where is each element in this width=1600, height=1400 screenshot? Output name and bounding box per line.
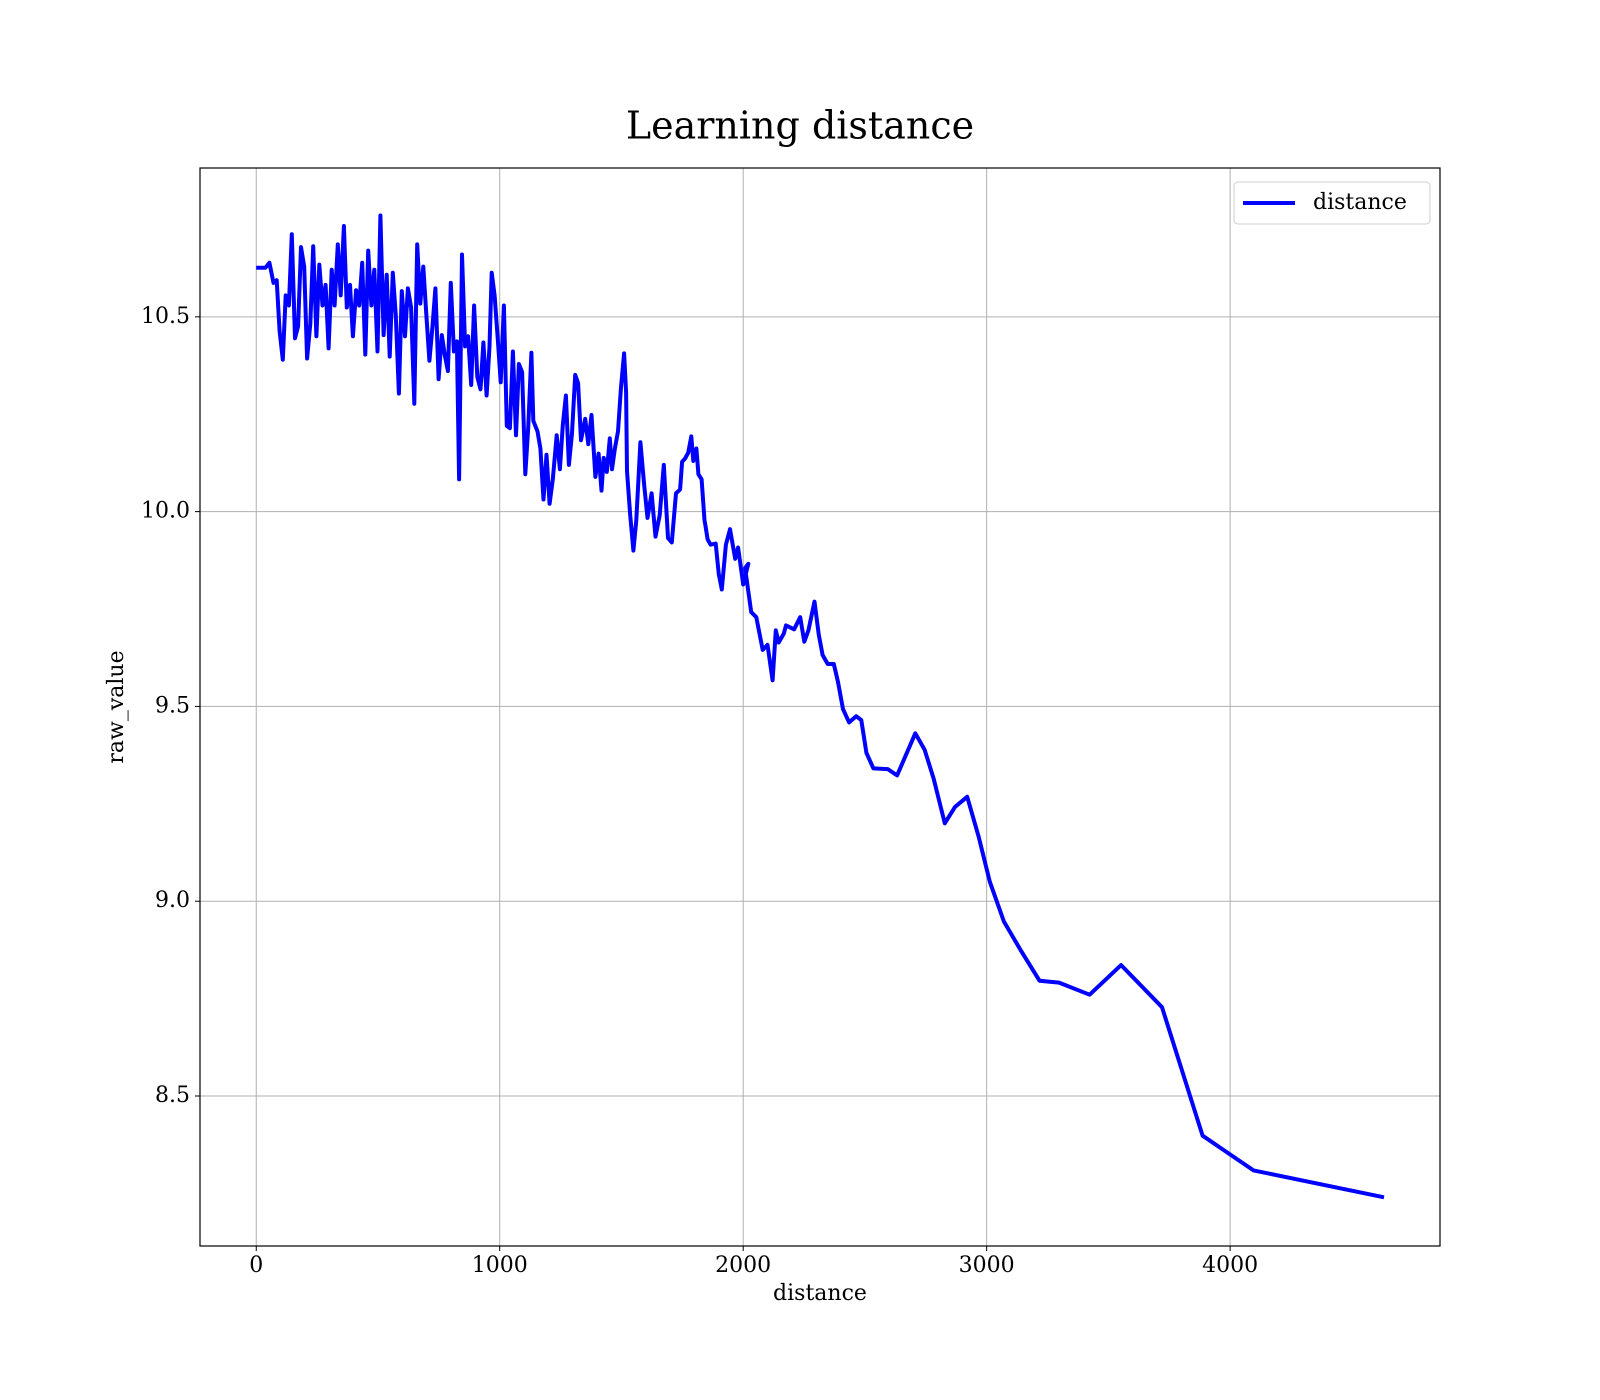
legend-label: distance	[1313, 190, 1407, 215]
x-tick-label: 3000	[959, 1253, 1015, 1278]
x-tick-label: 2000	[715, 1253, 771, 1278]
x-tick-label: 0	[249, 1253, 263, 1278]
y-axis-label: raw_value	[104, 650, 129, 763]
x-tick-label: 4000	[1202, 1253, 1258, 1278]
x-tick-label: 1000	[472, 1253, 528, 1278]
y-tick-label: 9.0	[155, 888, 190, 913]
legend-box	[1233, 181, 1431, 225]
y-tick-label: 9.5	[155, 693, 190, 718]
y-tick-label: 10.5	[141, 304, 190, 329]
y-tick-label: 8.5	[155, 1083, 190, 1108]
x-axis-label: distance	[773, 1281, 867, 1306]
chart-title: Learning distance	[626, 104, 974, 148]
data-line	[256, 213, 1385, 1200]
y-tick-label: 10.0	[141, 499, 190, 524]
plot-frame	[199, 167, 1441, 1247]
